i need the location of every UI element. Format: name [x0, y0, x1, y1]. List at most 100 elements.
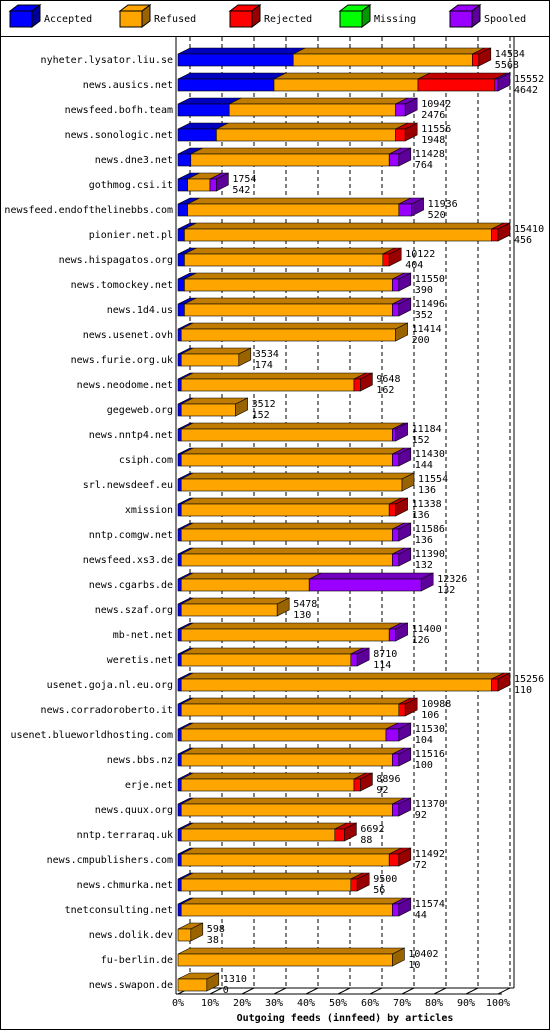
bar-side: [216, 172, 229, 192]
count-label: 4642: [514, 85, 538, 96]
bar-top: [184, 222, 504, 230]
bar-side: [398, 897, 412, 917]
category-label: xmission: [125, 505, 173, 516]
count-label: 136: [418, 485, 436, 496]
category-label: news.quux.org: [95, 805, 173, 816]
bar-segment: [177, 903, 182, 917]
bar-segment: [350, 653, 358, 667]
category-label: news.nntp4.net: [89, 430, 173, 441]
bar-segment: [382, 253, 390, 267]
x-tick: [401, 987, 415, 995]
bar-segment: [177, 403, 182, 417]
bar-segment: [184, 253, 384, 267]
bar-segment: [350, 878, 358, 892]
bar-segment: [177, 878, 182, 892]
count-label: 132: [437, 585, 455, 596]
bar-segment: [177, 628, 182, 642]
bar-side: [395, 622, 408, 642]
bar-side: [356, 872, 370, 892]
bar-top: [181, 647, 363, 655]
bar-top: [190, 147, 402, 155]
bar-side: [235, 397, 248, 417]
bar-segment: [177, 603, 182, 617]
bar-segment: [273, 78, 419, 92]
count-label: 104: [415, 735, 433, 746]
count-label: 92: [376, 785, 388, 796]
bar-top: [187, 197, 411, 205]
bar-top: [181, 872, 363, 880]
total-label: 11554: [418, 474, 448, 485]
category-label: news.corradoroberto.it: [41, 705, 173, 716]
bar-side: [398, 447, 412, 467]
legend-label: Accepted: [44, 14, 92, 25]
total-label: 11428: [415, 149, 445, 160]
total-label: 10402: [408, 949, 438, 960]
bar-segment: [395, 128, 406, 142]
total-label: 11414: [412, 324, 442, 335]
bar-segment: [180, 753, 393, 767]
count-label: 106: [421, 710, 439, 721]
count-label: 152: [252, 410, 270, 421]
bar-top: [181, 447, 405, 455]
category-label: news.dne3.net: [95, 155, 173, 166]
x-tick-label: 0%: [172, 998, 184, 1009]
bar-segment: [177, 103, 230, 117]
bar-segment: [177, 253, 185, 267]
bar-segment: [392, 303, 400, 317]
total-label: 8710: [373, 649, 397, 660]
bar-top: [181, 697, 411, 705]
bar-segment: [398, 203, 412, 217]
bar-segment: [180, 353, 240, 367]
total-label: 11496: [415, 299, 445, 310]
x-tick-label: 80%: [425, 998, 443, 1009]
bar-segment: [177, 753, 182, 767]
bar-side: [404, 122, 418, 142]
bar-segment: [177, 78, 275, 92]
bar-segment: [177, 228, 185, 242]
legend-label: Missing: [374, 14, 416, 25]
category-label: gothmog.csi.it: [89, 180, 173, 191]
bar-top: [177, 47, 306, 55]
bar-segment: [180, 878, 352, 892]
bar-top: [293, 47, 485, 55]
bar-segment: [177, 953, 393, 967]
bar-segment: [388, 628, 396, 642]
count-label: 390: [415, 285, 433, 296]
count-label: 56: [373, 885, 385, 896]
bar-segment: [392, 278, 400, 292]
total-label: 10942: [421, 99, 451, 110]
count-label: 174: [255, 360, 273, 371]
bar-segment: [180, 503, 390, 517]
bar-segment: [228, 103, 396, 117]
count-label: 132: [415, 560, 433, 571]
bar-segment: [180, 578, 310, 592]
legend-label: Refused: [154, 14, 196, 25]
legend-swatch: [449, 10, 473, 28]
count-label: 352: [415, 310, 433, 321]
bar-segment: [385, 728, 400, 742]
bar-top: [181, 372, 367, 380]
bar-segment: [177, 578, 182, 592]
total-label: 12326: [437, 574, 467, 585]
bar-top: [177, 72, 287, 80]
bar-segment: [180, 828, 336, 842]
category-label: mb-net.net: [113, 630, 173, 641]
bar-segment: [180, 853, 390, 867]
x-tick: [305, 987, 319, 995]
bar-segment: [177, 478, 182, 492]
bar-side: [411, 197, 424, 217]
count-label: 130: [293, 610, 311, 621]
bar-top: [181, 847, 402, 855]
bar-segment: [180, 528, 393, 542]
bar-segment: [180, 778, 355, 792]
bar-segment: [184, 303, 393, 317]
x-tick-label: 90%: [457, 998, 475, 1009]
legend-swatch: [339, 10, 363, 28]
bar-segment: [177, 353, 182, 367]
count-label: 92: [415, 810, 427, 821]
bar-segment: [308, 578, 422, 592]
bar-side: [404, 697, 418, 717]
bar-side: [392, 947, 405, 967]
bar-top: [181, 772, 367, 780]
